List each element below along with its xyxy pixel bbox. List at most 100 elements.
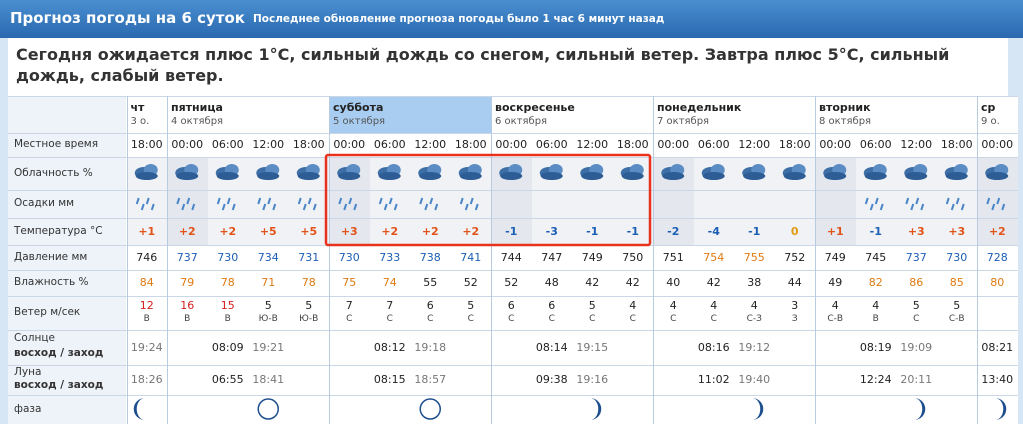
time: 18:00 xyxy=(940,138,973,151)
wind-speed: 12 xyxy=(139,299,154,312)
time: 06:00 xyxy=(859,138,892,151)
day-line xyxy=(329,96,330,424)
row-label: восход / заход xyxy=(14,379,104,391)
day-date: 3 о. xyxy=(130,116,150,127)
time: 12:00 xyxy=(252,138,285,151)
temperature: +3 xyxy=(907,224,925,238)
time: 18:00 xyxy=(292,138,325,151)
saturday-header xyxy=(329,96,491,133)
row-label: Ветер м/сек xyxy=(14,306,81,318)
day-date: 6 октября xyxy=(495,116,548,127)
humidity: 71 xyxy=(261,276,276,289)
wind-direction: С xyxy=(508,314,515,324)
temperature: +5 xyxy=(300,224,318,238)
summary: Сегодня ожидается плюс 1°С, сильный дожд… xyxy=(8,38,1008,96)
row-line xyxy=(8,96,1018,97)
temperature: -2 xyxy=(667,224,680,238)
update-note: Последнее обновление прогноза погоды был… xyxy=(253,13,665,25)
time: 00:00 xyxy=(171,138,204,151)
day-name: вторник xyxy=(819,101,871,114)
wind-direction: С-В xyxy=(827,314,844,324)
temperature: +5 xyxy=(259,224,277,238)
sun-rise: 08:14 xyxy=(535,340,568,354)
wind-direction: В xyxy=(224,314,231,324)
moon-rise: 09:38 xyxy=(535,373,568,386)
wind-direction: С xyxy=(913,314,920,324)
row-line xyxy=(8,365,1018,366)
wind-speed: 4 xyxy=(750,299,758,312)
pressure: 738 xyxy=(419,250,441,264)
humidity: 38 xyxy=(747,276,762,289)
moon-rise: 12:24 xyxy=(859,373,892,386)
wind-direction: С xyxy=(670,314,677,324)
pressure: 728 xyxy=(986,250,1008,264)
wind-direction: В xyxy=(872,314,879,324)
day-line xyxy=(977,96,978,424)
humidity: 84 xyxy=(139,276,154,289)
wind-speed: 4 xyxy=(831,299,839,312)
wind-speed: 5 xyxy=(467,299,475,312)
wind-speed: 7 xyxy=(386,299,394,312)
pressure: 734 xyxy=(257,250,279,264)
pressure: 733 xyxy=(379,250,401,264)
moon-rise: 11:02 xyxy=(697,373,730,386)
sun-rise: 08:16 xyxy=(697,340,730,354)
day-line xyxy=(815,96,816,424)
row-line xyxy=(8,395,1018,396)
pressure: 745 xyxy=(865,250,887,264)
temperature: +2 xyxy=(988,224,1006,238)
wind-direction: С xyxy=(710,314,717,324)
moon-set: 18:41 xyxy=(252,373,285,386)
moon-rise: 13:40 xyxy=(981,373,1014,386)
moon-set: 18:26 xyxy=(130,373,163,386)
humidity: 49 xyxy=(828,276,843,289)
sun-set: 19:21 xyxy=(252,340,285,354)
humidity: 82 xyxy=(868,276,883,289)
time: 00:00 xyxy=(495,138,528,151)
wind-speed: 15 xyxy=(220,299,235,312)
pressure: 730 xyxy=(338,250,360,264)
row-line xyxy=(8,245,1018,246)
day-date: 7 октября xyxy=(657,116,710,127)
row-line xyxy=(8,296,1018,297)
temperature: -3 xyxy=(545,224,558,238)
row-label: Давление мм xyxy=(14,250,88,263)
pressure: 730 xyxy=(946,250,968,264)
header-bar xyxy=(0,0,1023,38)
humidity: 78 xyxy=(220,276,235,289)
humidity: 86 xyxy=(909,276,924,289)
temperature: -1 xyxy=(748,224,761,238)
sun-set: 19:09 xyxy=(900,340,933,354)
label-column xyxy=(8,96,126,424)
time: 06:00 xyxy=(211,138,244,151)
time: 12:00 xyxy=(576,138,609,151)
forecast-table xyxy=(8,96,1018,424)
moon-rise: 06:55 xyxy=(211,373,244,386)
time: 00:00 xyxy=(657,138,690,151)
humidity: 79 xyxy=(180,276,195,289)
time: 12:00 xyxy=(414,138,447,151)
row-line xyxy=(8,330,1018,331)
temperature: +2 xyxy=(462,224,480,238)
day-date: 5 октября xyxy=(333,116,386,127)
humidity: 42 xyxy=(625,276,640,289)
time: 00:00 xyxy=(981,138,1014,151)
humidity: 85 xyxy=(949,276,964,289)
row-line xyxy=(8,133,1018,134)
temperature: +1 xyxy=(826,224,844,238)
wind-speed: 5 xyxy=(588,299,596,312)
day-date: 9 о. xyxy=(981,116,1000,127)
time: 18:00 xyxy=(130,138,163,151)
day-name: воскресенье xyxy=(495,101,575,114)
temperature: +2 xyxy=(178,224,196,238)
wind-speed: 6 xyxy=(507,299,515,312)
sun-rise: 08:09 xyxy=(211,340,244,354)
humidity: 52 xyxy=(463,276,478,289)
humidity: 80 xyxy=(990,276,1005,289)
wind-direction: С xyxy=(386,314,393,324)
wind-direction: З xyxy=(791,314,798,324)
day-name: пятница xyxy=(171,101,223,114)
temperature: -1 xyxy=(869,224,882,238)
temperature: +3 xyxy=(948,224,966,238)
